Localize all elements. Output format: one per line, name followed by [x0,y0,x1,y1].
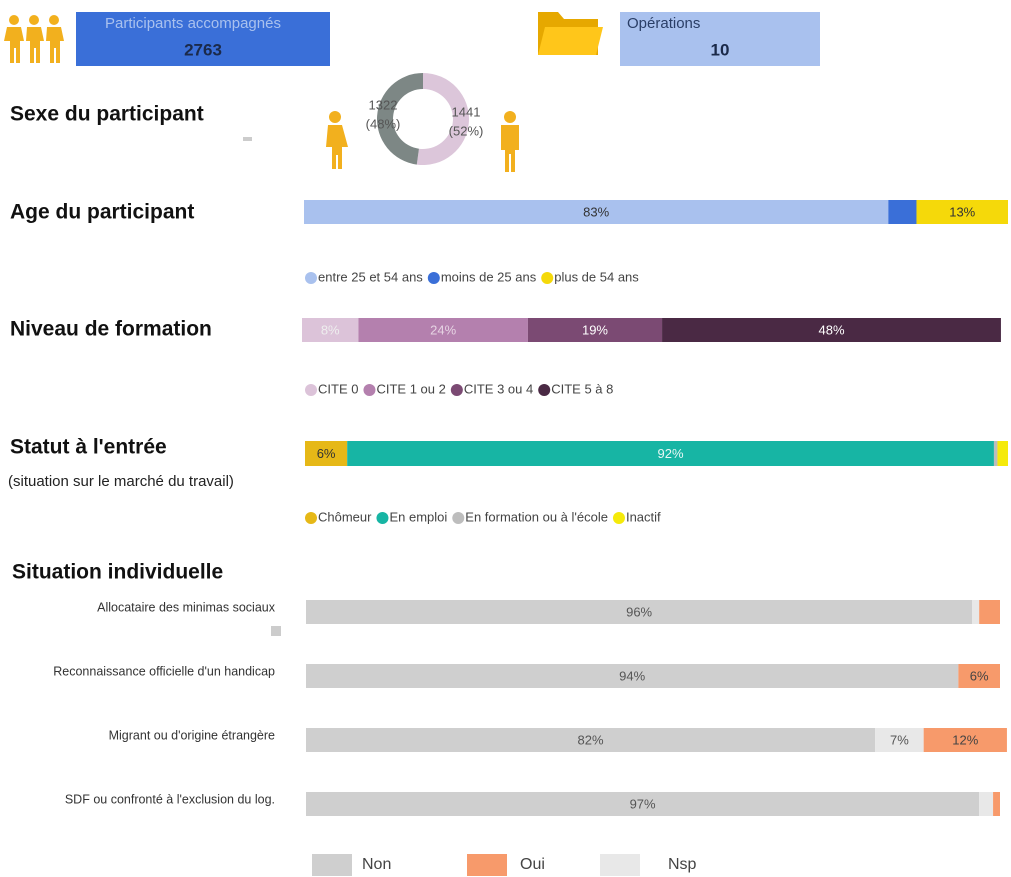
decoration [271,626,281,636]
bar-segment [306,664,959,688]
card-value: 10 [711,40,730,59]
segment-label: 94% [619,668,645,683]
legend-swatch [467,854,507,876]
segment-label: 97% [630,796,656,811]
bar-segment [306,792,980,816]
bar-segment [306,600,973,624]
slice-percent: (52%) [449,123,484,138]
card [76,12,330,66]
bar-segment [923,728,1007,752]
segment-label: 92% [658,446,684,461]
bar-segment [993,441,998,466]
legend-label: En formation ou à l'école [465,509,608,524]
donut-slice [416,73,470,165]
legend-swatch [305,272,317,284]
bar-segment [979,792,994,816]
legend-swatch [312,854,352,876]
folder-icon [538,12,603,55]
section-subtitle: (situation sur le marché du travail) [8,473,234,490]
legend-swatch [450,384,463,396]
slice-percent: (48%) [366,116,401,131]
card [620,12,820,66]
legend-label: Inactif [626,509,661,524]
category-label: SDF ou confronté à l'exclusion du log. [65,792,275,806]
bar-segment [916,200,1008,224]
section-title: Situation individuelle [12,561,223,584]
bar-segment [972,600,980,624]
card-label: Participants accompagnés [105,15,281,32]
bar-segment [306,728,876,752]
segment-label: 8% [321,322,340,337]
legend-swatch [452,512,465,524]
bar-segment [527,318,663,342]
legend-label: CITE 1 ou 2 [376,381,445,396]
segment-label: 96% [626,604,652,619]
bar-segment [305,441,348,466]
card-label: Opérations [627,15,700,32]
slice-label: 1322 [369,97,398,112]
donut-slice [377,73,423,165]
section-title: Sexe du participant [10,103,204,126]
legend-swatch [600,854,640,876]
legend-swatch [363,384,376,396]
legend-swatch [305,384,317,396]
slice-label: 1441 [452,104,481,119]
segment-label: 83% [583,204,609,219]
bar-segment [304,200,889,224]
segment-label: 48% [818,322,844,337]
bar-segment [997,441,1008,466]
card-value: 2763 [184,40,222,59]
bar-segment [347,441,994,466]
decoration [243,137,252,141]
legend-label: Chômeur [318,509,372,524]
legend-swatch [376,512,389,524]
segment-label: 12% [952,732,978,747]
bar-segment [888,200,917,224]
bar-segment [993,792,1000,816]
woman-icon [326,111,348,169]
bar-segment [302,318,359,342]
man-icon [501,111,519,172]
legend-label: CITE 5 à 8 [551,381,613,396]
segment-label: 6% [317,446,336,461]
legend-label: Non [362,856,391,873]
legend-label: plus de 54 ans [554,269,639,284]
legend-label: Oui [520,856,545,873]
section-title: Age du participant [10,201,194,224]
legend-label: CITE 3 ou 4 [464,381,533,396]
segment-label: 7% [890,732,909,747]
segment-label: 13% [949,204,975,219]
bar-segment [979,600,1000,624]
bar-segment [875,728,924,752]
segment-label: 82% [578,732,604,747]
legend-label: En emploi [389,509,447,524]
legend-swatch [612,512,625,524]
segment-label: 19% [582,322,608,337]
legend-swatch [541,272,554,284]
legend-label: entre 25 et 54 ans [318,269,423,284]
legend-label: moins de 25 ans [441,269,537,284]
category-label: Reconnaissance officielle d'un handicap [53,664,275,678]
bar-segment [958,664,1000,688]
bar-segment [662,318,1001,342]
bar-segment [358,318,528,342]
category-label: Migrant ou d'origine étrangère [109,728,275,742]
segment-label: 24% [430,322,456,337]
section-title: Niveau de formation [10,318,212,341]
legend-label: CITE 0 [318,381,358,396]
section-title: Statut à l'entrée [10,436,167,459]
legend-swatch [538,384,551,396]
segment-label: 6% [970,668,989,683]
legend-swatch [305,512,317,524]
legend-label: Nsp [668,856,697,873]
people-icon [4,15,64,63]
category-label: Allocataire des minimas sociaux [97,600,276,614]
legend-swatch [427,272,440,284]
